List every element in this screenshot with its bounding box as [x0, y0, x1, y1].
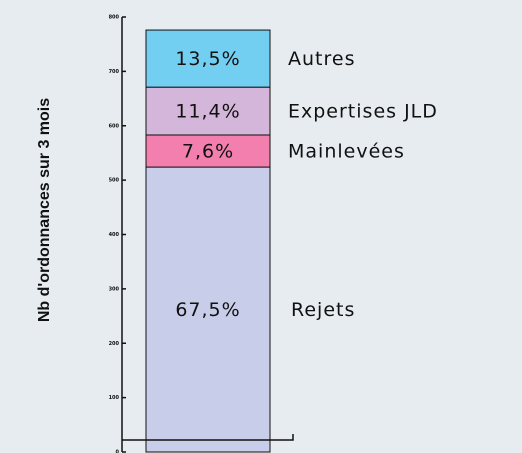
data-label: 67,5%	[175, 299, 240, 321]
x-axis	[122, 434, 294, 441]
y-tick-label: 200	[109, 341, 120, 347]
series-label: Rejets	[291, 299, 355, 321]
bar-segment	[145, 166, 271, 453]
y-tick-label: 600	[109, 123, 120, 129]
y-tick-label: 100	[109, 395, 120, 401]
y-tick-label: 0	[116, 450, 120, 453]
y-tick-label: 400	[109, 232, 120, 238]
y-axis-label: Nb d'ordonnances sur 3 mois	[36, 98, 53, 322]
data-label: 11,4%	[175, 101, 240, 123]
data-label: 7,6%	[182, 141, 234, 163]
bar-segment	[145, 29, 271, 88]
y-tick-label: 700	[109, 69, 120, 75]
series-label: Mainlevées	[288, 141, 405, 163]
data-label: 13,5%	[175, 48, 240, 70]
y-tick-label: 500	[109, 178, 120, 184]
series-label: Expertises JLD	[288, 101, 438, 123]
y-tick-label: 800	[109, 15, 120, 21]
series-label: Autres	[288, 48, 355, 70]
y-tick-label: 300	[109, 286, 120, 292]
bar-segment	[145, 86, 271, 136]
